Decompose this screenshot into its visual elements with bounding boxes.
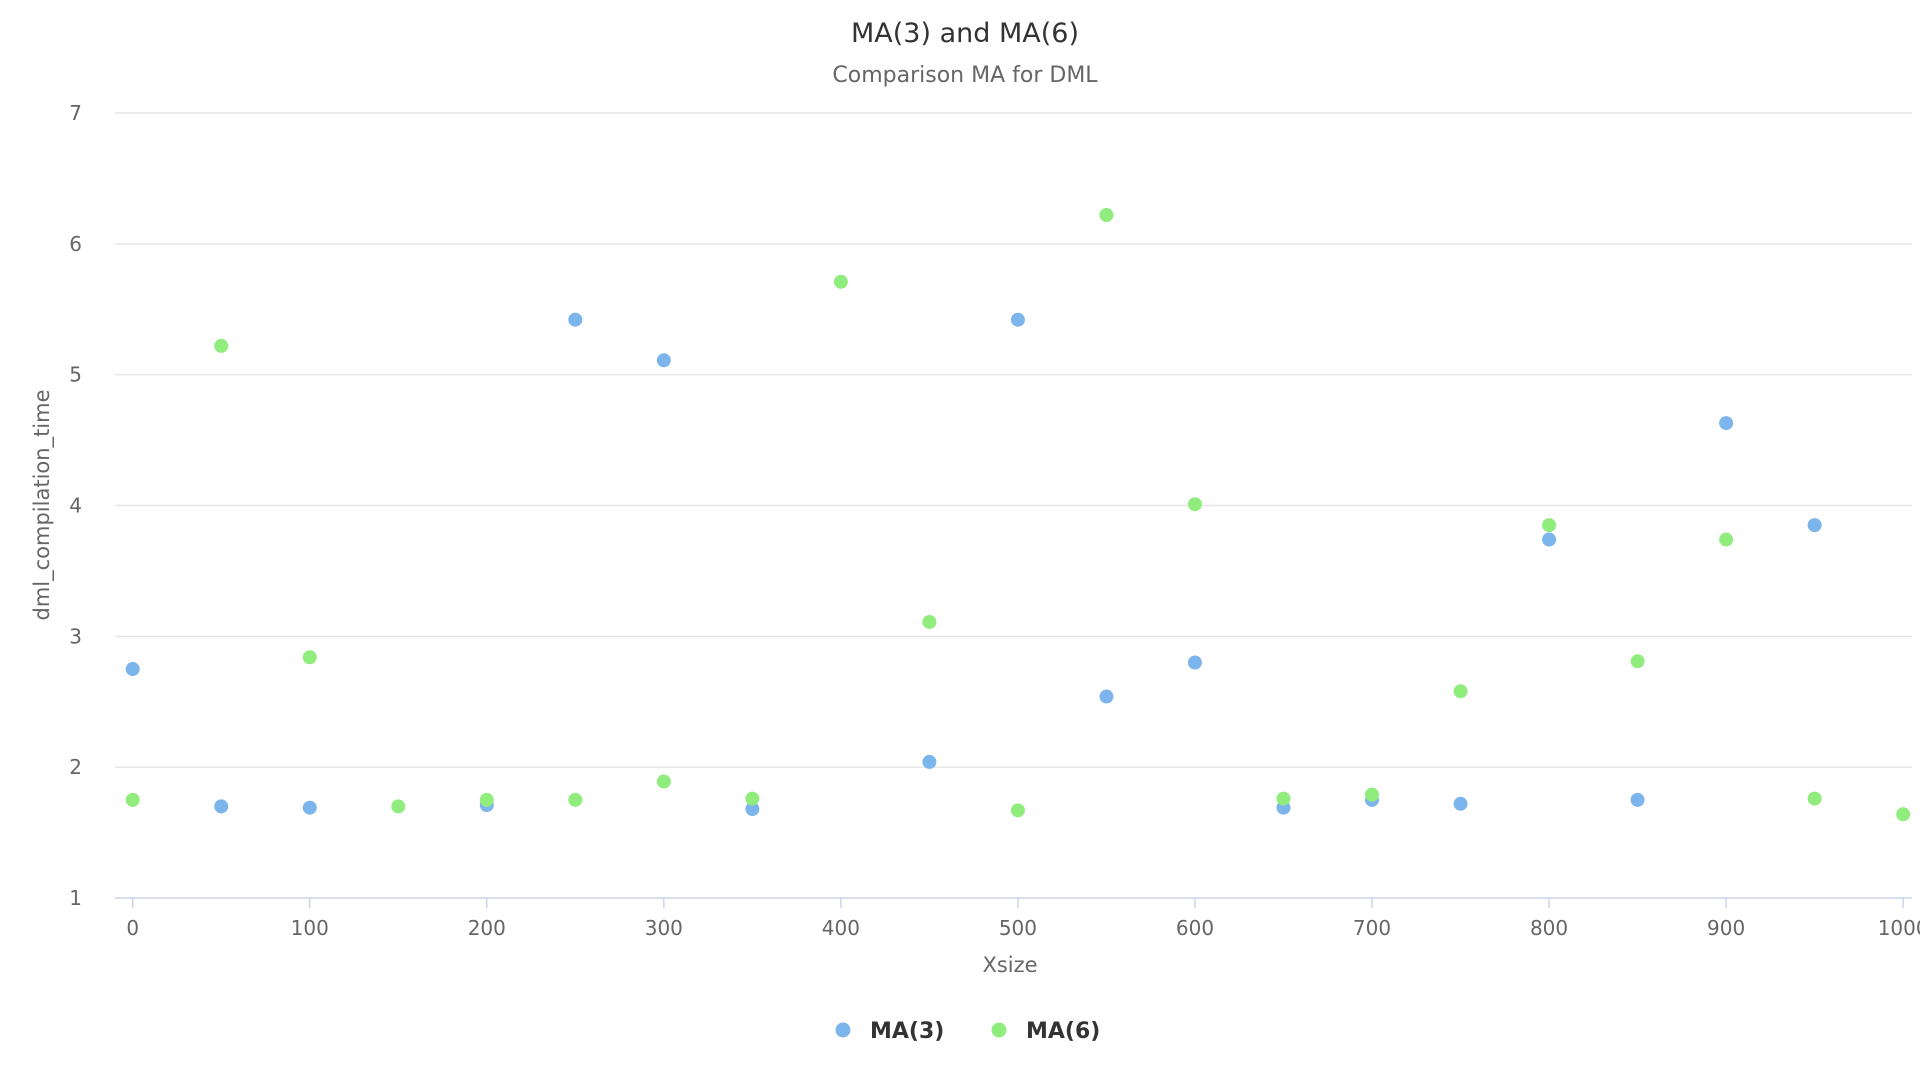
data-points: [125, 208, 1911, 822]
data-point[interactable]: [214, 338, 229, 353]
x-tick-label: 700: [1353, 916, 1391, 940]
data-point[interactable]: [1542, 518, 1557, 533]
y-tick-label: 6: [69, 232, 82, 256]
data-point[interactable]: [302, 650, 317, 665]
series-2: [125, 208, 1911, 822]
data-point[interactable]: [1010, 803, 1025, 818]
data-point[interactable]: [568, 312, 583, 327]
y-tick-label: 3: [69, 624, 82, 648]
data-point[interactable]: [302, 800, 317, 815]
data-point[interactable]: [1630, 654, 1645, 669]
data-point[interactable]: [1010, 312, 1025, 327]
data-point[interactable]: [125, 792, 140, 807]
legend-marker: [835, 1022, 851, 1038]
legend-label: MA(3): [870, 1019, 944, 1044]
data-point[interactable]: [1542, 532, 1557, 547]
x-tick-label: 500: [999, 916, 1037, 940]
legend-label: MA(6): [1026, 1019, 1100, 1044]
x-tick-label: 800: [1530, 916, 1568, 940]
legend-marker: [991, 1022, 1007, 1038]
data-point[interactable]: [1099, 689, 1114, 704]
data-point[interactable]: [125, 662, 140, 677]
data-point[interactable]: [1276, 791, 1291, 806]
x-tick-label: 400: [822, 916, 860, 940]
data-point[interactable]: [479, 792, 494, 807]
data-point[interactable]: [1719, 416, 1734, 431]
data-point[interactable]: [1807, 791, 1822, 806]
data-point[interactable]: [1453, 684, 1468, 699]
legend-item-series-2[interactable]: MA(6): [991, 1019, 1101, 1044]
data-point[interactable]: [1187, 497, 1202, 512]
x-tick-label: 200: [468, 916, 506, 940]
data-point[interactable]: [833, 274, 848, 289]
chart-subtitle: Comparison MA for DML: [832, 63, 1098, 88]
data-point[interactable]: [1453, 796, 1468, 811]
y-tick-label: 1: [69, 886, 82, 910]
data-point[interactable]: [214, 799, 229, 814]
data-point[interactable]: [922, 614, 937, 629]
data-point[interactable]: [1187, 655, 1202, 670]
data-point[interactable]: [391, 799, 406, 814]
data-point[interactable]: [1719, 532, 1734, 547]
data-point[interactable]: [1896, 807, 1911, 822]
x-tick-label: 100: [291, 916, 329, 940]
data-point[interactable]: [656, 774, 671, 789]
gridlines: [115, 112, 1912, 768]
data-point[interactable]: [1807, 518, 1822, 533]
data-point[interactable]: [1099, 208, 1114, 223]
data-point[interactable]: [1630, 792, 1645, 807]
y-axis-ticks: 1 2 3 4 5 6 7: [69, 101, 82, 910]
data-point[interactable]: [1365, 787, 1380, 802]
legend: MA(3) MA(6): [835, 1019, 1101, 1044]
y-tick-label: 7: [69, 101, 82, 125]
y-tick-label: 5: [69, 363, 82, 387]
y-tick-label: 4: [69, 494, 82, 518]
series-1: [125, 312, 1822, 817]
legend-item-series-1[interactable]: MA(3): [835, 1019, 945, 1044]
x-axis: 0 100 200 300 400 500 600 700 800 900 1000: [115, 897, 1920, 940]
y-axis-title: dml_compilation_time: [30, 389, 55, 620]
y-tick-label: 2: [69, 755, 82, 779]
x-tick-label: 0: [126, 916, 139, 940]
x-tick-label: 1000: [1878, 916, 1920, 940]
x-tick-label: 900: [1707, 916, 1745, 940]
data-point[interactable]: [656, 353, 671, 368]
chart-title: MA(3) and MA(6): [851, 18, 1079, 49]
data-point[interactable]: [745, 791, 760, 806]
data-point[interactable]: [568, 792, 583, 807]
x-axis-title: Xsize: [982, 953, 1037, 977]
data-point[interactable]: [922, 754, 937, 769]
x-tick-label: 300: [645, 916, 683, 940]
x-tick-label: 600: [1176, 916, 1214, 940]
data-point[interactable]: [745, 802, 760, 817]
